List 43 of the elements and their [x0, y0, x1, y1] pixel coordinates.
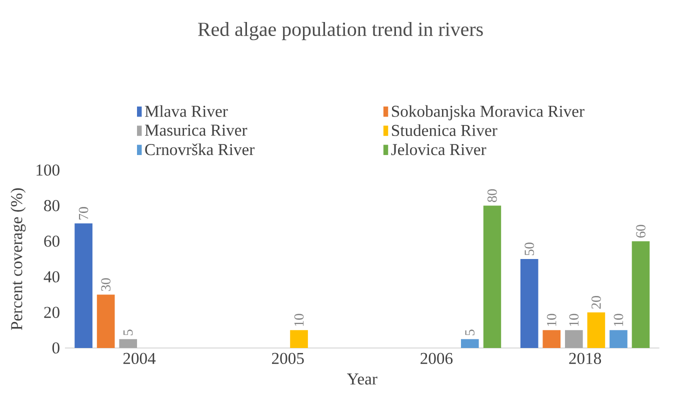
bar — [483, 206, 502, 348]
data-label: 60 — [636, 224, 646, 238]
y-tick-label: 0 — [52, 342, 60, 354]
data-label: 50 — [524, 242, 534, 256]
x-tick-label: 2018 — [569, 352, 602, 364]
bar — [119, 339, 138, 348]
bar — [587, 312, 606, 348]
data-label: 80 — [488, 189, 497, 202]
data-label: 10 — [546, 314, 556, 326]
data-label: 10 — [294, 314, 304, 326]
bar — [564, 330, 583, 348]
data-label: 10 — [614, 314, 624, 326]
x-axis-title: Year — [347, 374, 378, 385]
y-tick-label: 100 — [36, 164, 60, 176]
x-tick-label: 2005 — [272, 352, 304, 364]
data-label: 10 — [569, 314, 579, 326]
y-tick-label: 80 — [44, 200, 60, 212]
y-tick-label: 60 — [44, 236, 60, 247]
chart-title: Red algae population trend in rivers — [198, 22, 483, 40]
y-tick-label: 40 — [44, 271, 60, 282]
bar — [460, 339, 479, 348]
legend-label: Crnovrška River — [145, 144, 255, 156]
legend-label: Mlava River — [144, 105, 228, 117]
bar — [542, 330, 561, 348]
legend-label: Masurica River — [144, 124, 248, 136]
x-tick-label: 2004 — [123, 352, 156, 364]
x-tick-label: 2006 — [420, 352, 453, 364]
data-label: 70 — [78, 207, 88, 220]
legend-label: Jelovica River — [391, 144, 486, 156]
bar — [74, 223, 92, 348]
bar — [96, 294, 115, 348]
bar — [610, 330, 628, 348]
data-label: 30 — [101, 278, 110, 291]
y-tick-label: 20 — [44, 306, 60, 318]
y-axis-title: Percent coverage (%) — [10, 188, 26, 330]
legend-label: Sokobanjska Moravica River — [392, 105, 584, 120]
bar — [520, 259, 538, 348]
bar — [290, 330, 308, 348]
data-label: 5 — [124, 330, 133, 336]
data-label: 5 — [465, 330, 474, 336]
bar — [632, 241, 650, 348]
data-label: 20 — [592, 296, 601, 309]
legend-label: Studenica River — [392, 124, 498, 136]
